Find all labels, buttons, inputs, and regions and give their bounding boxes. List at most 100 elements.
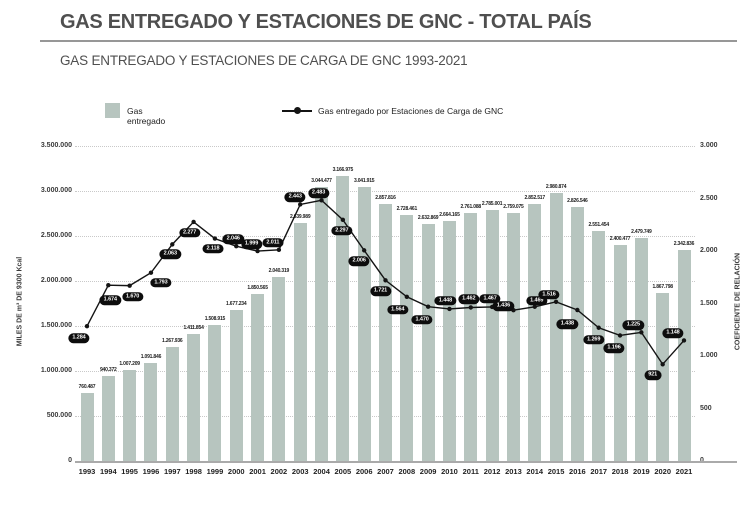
line-value-pill: 1.670 xyxy=(122,291,144,302)
page-title: GAS ENTREGADO Y ESTACIONES DE GNC - TOTA… xyxy=(60,11,592,33)
line-point-2006 xyxy=(361,248,367,253)
line-point-2001 xyxy=(255,248,260,254)
y-axis-left-tick: 1.500.000 xyxy=(40,322,72,329)
legend-bar-swatch xyxy=(105,103,120,118)
x-axis-year-label: 1994 xyxy=(99,467,117,476)
bar-value-label: 2.785.001 xyxy=(481,201,503,208)
line-value-pill: 2.443 xyxy=(284,192,306,203)
line-value-pill: 2.063 xyxy=(159,249,181,260)
line-point-1996 xyxy=(148,270,154,275)
line-value-pill: 2.297 xyxy=(331,226,353,236)
line-point-1995 xyxy=(127,283,132,288)
bar-value-label: 1.267.936 xyxy=(162,337,183,344)
line-point-2010 xyxy=(447,306,452,312)
line-value-pill: 1.469 xyxy=(526,296,548,306)
bar-value-label: 2.857.816 xyxy=(375,194,396,201)
line-value-pill: 1.284 xyxy=(68,333,90,343)
bar-value-label: 1.677.234 xyxy=(226,301,247,308)
y-axis-left-tick: 1.000.000 xyxy=(40,367,72,374)
bar-value-label: 1.867.798 xyxy=(652,283,673,290)
line-value-pill: 2.011 xyxy=(262,238,284,248)
line-value-pill: 2.006 xyxy=(348,256,370,267)
bar-value-label: 2.980.874 xyxy=(545,183,567,190)
line-point-2007 xyxy=(383,278,388,283)
line-point-2015 xyxy=(553,299,559,305)
bar-2009 xyxy=(421,224,435,461)
line-value-pill: 1.999 xyxy=(240,239,263,249)
y-axis-right-tick: 500 xyxy=(700,404,712,412)
bar-value-label: 760.487 xyxy=(78,383,96,390)
line-point-1993 xyxy=(84,323,90,329)
x-axis-baseline xyxy=(75,461,737,463)
bar-2021 xyxy=(677,250,691,461)
bar-value-label: 940.372 xyxy=(99,367,117,374)
bar-value-label: 1.411.854 xyxy=(183,324,204,331)
line-point-2000 xyxy=(234,243,239,249)
chart-subtitle: GAS ENTREGADO Y ESTACIONES DE CARGA DE G… xyxy=(60,53,468,68)
x-axis-year-label: 2002 xyxy=(270,467,288,476)
line-value-pill: 1.269 xyxy=(583,335,605,345)
line-value-pill: 1.438 xyxy=(556,319,579,329)
bar-value-label: 2.040.319 xyxy=(268,268,290,275)
bar-1999 xyxy=(208,325,222,461)
legend-line-dot-icon xyxy=(294,107,301,114)
x-axis-year-label: 2018 xyxy=(611,467,629,476)
title-divider xyxy=(40,40,737,42)
x-axis-year-label: 2020 xyxy=(654,467,672,476)
bar-value-label: 1.007.209 xyxy=(119,361,140,368)
x-axis-year-label: 1996 xyxy=(142,467,160,476)
line-value-pill: 921 xyxy=(644,370,662,381)
line-value-pill: 1.196 xyxy=(603,343,625,354)
line-value-pill: 1.564 xyxy=(387,305,409,315)
line-point-2002 xyxy=(276,247,282,253)
x-axis-year-label: 2021 xyxy=(675,467,693,476)
y-axis-left-tick: 0 xyxy=(68,457,72,464)
x-axis-year-label: 2016 xyxy=(569,467,586,476)
x-axis-year-label: 2019 xyxy=(633,467,650,476)
bar-value-label: 1.091.846 xyxy=(140,353,162,360)
line-point-1994 xyxy=(106,283,111,288)
y-axis-right-tick: 2.000 xyxy=(700,247,718,254)
y-axis-left-tick: 3.500.000 xyxy=(40,142,72,149)
x-axis-year-label: 2014 xyxy=(526,467,544,476)
bar-value-label: 3.041.915 xyxy=(353,178,375,185)
line-point-2003 xyxy=(298,202,303,207)
line-value-pill: 1.148 xyxy=(662,328,684,339)
line-point-2004 xyxy=(319,198,324,203)
line-point-2005 xyxy=(340,217,346,223)
y-axis-right-tick: 3.000 xyxy=(700,142,718,149)
bar-value-label: 2.759.075 xyxy=(503,203,524,210)
x-axis-year-label: 2003 xyxy=(291,467,309,476)
bar-2015 xyxy=(549,192,563,461)
x-axis-year-label: 2015 xyxy=(547,467,565,476)
x-axis-year-label: 2005 xyxy=(334,467,352,476)
bar-2004 xyxy=(315,187,329,461)
bar-value-label: 2.664.165 xyxy=(439,212,460,219)
line-value-pill: 1.467 xyxy=(479,294,501,304)
legend-line-label: Gas entregado por Estaciones de Carga de… xyxy=(318,106,504,116)
line-point-1998 xyxy=(191,219,196,225)
y-axis-right-title: COEFICIENTE DE RELACIÓN xyxy=(734,252,742,351)
line-point-2009 xyxy=(425,304,431,309)
bar-value-label: 2.342.836 xyxy=(673,241,695,248)
y-axis-left-tick: 2.000.000 xyxy=(40,277,72,284)
line-value-pill: 1.436 xyxy=(492,301,515,311)
bar-2003 xyxy=(293,223,307,461)
gridline xyxy=(75,146,695,147)
bar-2008 xyxy=(400,215,414,461)
x-axis-year-label: 1997 xyxy=(163,467,181,476)
bar-value-label: 3.166.975 xyxy=(332,166,354,173)
bar-1995 xyxy=(123,370,137,461)
bar-2000 xyxy=(229,310,243,461)
x-axis-year-label: 2008 xyxy=(398,467,416,476)
line-point-1999 xyxy=(212,236,218,241)
gridline xyxy=(75,191,695,192)
line-value-pill: 1.225 xyxy=(622,320,644,331)
line-point-2017 xyxy=(596,325,601,330)
x-axis-year-label: 2000 xyxy=(227,467,245,476)
line-point-2019 xyxy=(639,330,644,335)
y-axis-left-title: MILES DE m³ DE 9300 Kcal xyxy=(16,256,24,347)
legend-bar-label: Gas entregado xyxy=(127,106,166,126)
line-value-pill: 2.483 xyxy=(307,188,330,199)
